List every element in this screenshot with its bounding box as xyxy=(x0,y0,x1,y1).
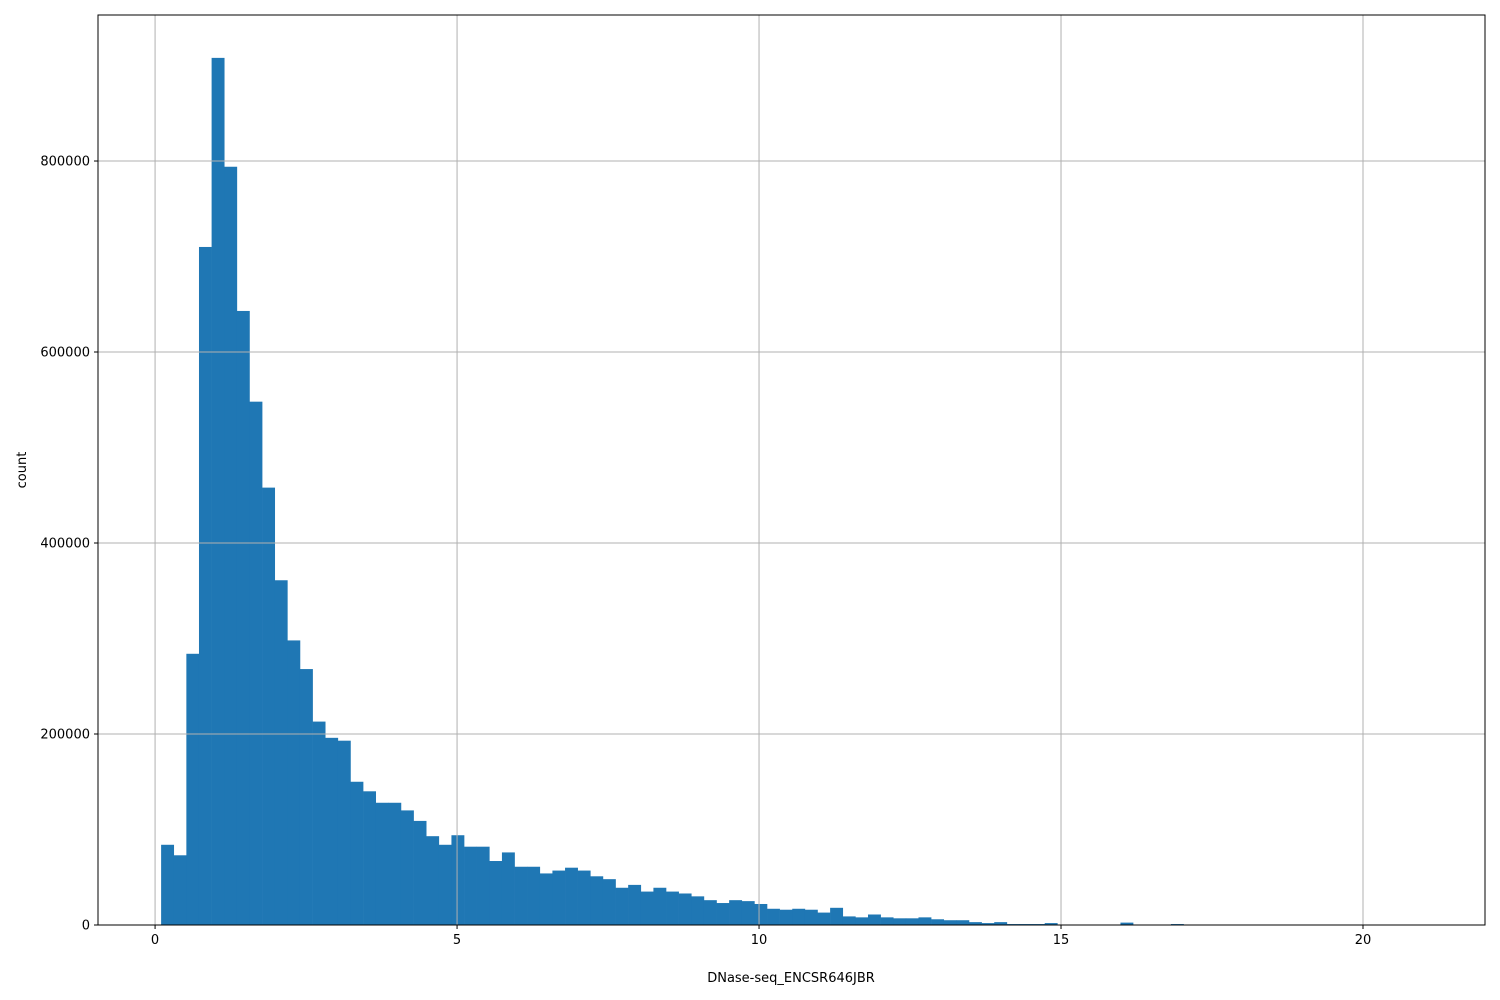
y-tick-label: 600000 xyxy=(40,346,90,361)
histogram-bar xyxy=(198,246,212,925)
histogram-bar xyxy=(678,893,692,925)
histogram-bar xyxy=(956,920,970,925)
histogram-bar xyxy=(703,900,717,925)
histogram-bar xyxy=(527,866,541,925)
bars-group xyxy=(161,57,1424,926)
y-axis-label: count xyxy=(15,452,30,489)
histogram-bar xyxy=(640,891,654,925)
x-tick-label: 10 xyxy=(751,933,768,948)
histogram-bar xyxy=(375,802,389,925)
histogram-bar xyxy=(325,737,339,925)
histogram-bar xyxy=(893,918,907,925)
histogram-bar xyxy=(855,917,869,925)
histogram-bar xyxy=(312,721,326,925)
histogram-bar xyxy=(602,879,616,925)
histogram-bar xyxy=(994,922,1008,925)
histogram-bar xyxy=(817,912,831,925)
histogram-bar xyxy=(186,653,200,925)
histogram-bar xyxy=(1044,923,1058,925)
histogram-bar xyxy=(691,896,705,925)
x-axis-label: DNase-seq_ENCSR646JBR xyxy=(707,971,875,986)
histogram-bar xyxy=(880,917,894,925)
histogram-bar xyxy=(918,917,932,925)
histogram-bar xyxy=(262,487,276,925)
y-tick-label: 800000 xyxy=(40,155,90,170)
x-tick-label: 20 xyxy=(1355,933,1372,948)
histogram-bar xyxy=(236,310,250,926)
histogram-bar xyxy=(792,908,806,925)
histogram-bar xyxy=(1120,922,1134,925)
histogram-bar xyxy=(653,887,667,925)
histogram-bar xyxy=(552,870,566,925)
histogram-bar xyxy=(729,900,743,925)
histogram-bar xyxy=(590,876,604,925)
histogram-bar xyxy=(501,852,515,925)
x-tick-label: 15 xyxy=(1053,933,1070,948)
histogram-bar xyxy=(350,781,364,925)
y-tick-label: 0 xyxy=(82,919,90,934)
histogram-bar xyxy=(767,908,780,925)
histogram-bar xyxy=(464,846,477,925)
histogram-bar xyxy=(173,855,187,925)
histogram-bar xyxy=(577,870,591,925)
histogram-bar xyxy=(842,916,856,925)
histogram-bar xyxy=(741,901,755,925)
histogram-bar xyxy=(943,920,957,925)
histogram-bar xyxy=(337,740,351,925)
ticks-group: 0 5 10 15 20 0 200000 400000 600000 800000 xyxy=(40,155,1371,948)
histogram-bar xyxy=(363,791,377,925)
histogram-bar xyxy=(830,907,844,925)
histogram-bar xyxy=(388,802,402,925)
histogram-bar xyxy=(539,873,553,925)
histogram-bar xyxy=(489,861,503,925)
histogram-bar xyxy=(931,919,945,925)
histogram-bar xyxy=(968,922,982,925)
histogram-bar xyxy=(161,844,175,925)
plot-frame xyxy=(97,14,1486,926)
histogram-bar xyxy=(867,914,881,925)
x-tick-label: 5 xyxy=(453,933,461,948)
histogram-bar xyxy=(476,846,490,925)
y-tick-label: 200000 xyxy=(40,728,90,743)
histogram-bar xyxy=(514,866,528,925)
histogram-bar xyxy=(666,891,679,925)
histogram-bar xyxy=(249,401,263,925)
histogram-bar xyxy=(224,166,238,926)
histogram-bar xyxy=(804,909,818,925)
histogram-bar xyxy=(615,887,629,925)
histogram-bar xyxy=(400,810,414,925)
histogram-bar xyxy=(779,909,793,925)
histogram-bar xyxy=(754,903,768,925)
histogram-bar xyxy=(451,835,465,925)
histogram-bar xyxy=(211,57,225,925)
histogram-bar xyxy=(274,580,288,925)
histogram-bar xyxy=(565,867,578,925)
y-tick-label: 400000 xyxy=(40,537,90,552)
x-tick-label: 0 xyxy=(151,933,159,948)
histogram-bar xyxy=(426,836,440,925)
histogram-bar xyxy=(287,640,301,925)
histogram-bar xyxy=(905,918,919,925)
histogram-bar xyxy=(438,844,452,925)
histogram-bar xyxy=(413,820,427,925)
histogram-bar xyxy=(716,903,730,925)
histogram-bar xyxy=(628,884,642,925)
histogram-bar xyxy=(981,923,995,925)
histogram-bar xyxy=(299,669,313,925)
